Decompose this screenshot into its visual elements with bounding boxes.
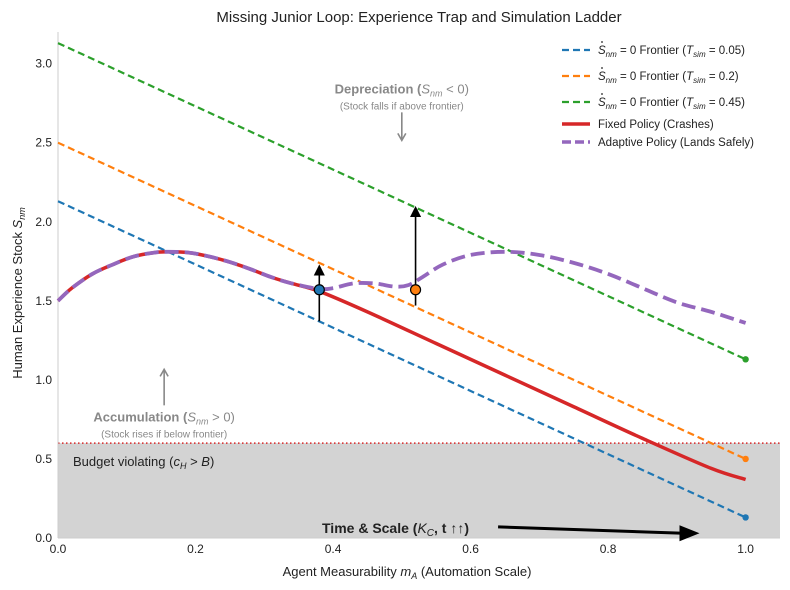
budget-shade <box>58 443 780 538</box>
legend-label-frontier-0: Snm = 0 Frontier (Tsim = 0.05) <box>598 45 745 59</box>
annotations: Depreciation (Snm < 0) (Stock falls if ab… <box>93 81 700 542</box>
depreciation-arrowhead <box>397 132 407 142</box>
frontier-endpoint-0 <box>742 514 749 521</box>
legend-dot-0 <box>601 41 603 43</box>
chart-title: Missing Junior Loop: Experience Trap and… <box>216 9 621 26</box>
y-tick-label: 3.0 <box>35 57 52 71</box>
x-tick-label: 1.0 <box>737 542 754 556</box>
frontier-line-1 <box>57 141 747 460</box>
y-tick-label: 1.0 <box>35 373 52 387</box>
adaptive-policy-line <box>56 249 747 325</box>
legend-label-frontier-1: Snm = 0 Frontier (Tsim = 0.2) <box>598 71 739 85</box>
policy-lines <box>56 249 747 482</box>
switch-point-0 <box>313 284 325 296</box>
legend-dot-2 <box>601 93 603 95</box>
y-tick-label: 2.0 <box>35 215 52 229</box>
y-tick-label: 2.5 <box>35 136 52 150</box>
time-scale-arrowhead <box>679 525 700 542</box>
x-tick-label: 0.8 <box>600 542 617 556</box>
y-tick-label: 0.5 <box>35 452 52 466</box>
axis-labels: Agent Measurability mA (Automation Scale… <box>10 207 531 581</box>
frontier-endpoint-2 <box>742 356 749 363</box>
accumulation-subtitle: (Stock rises if below frontier) <box>101 429 227 440</box>
depreciation-title: Depreciation (Snm < 0) <box>335 81 469 98</box>
legend-label-fixed: Fixed Policy (Crashes) <box>598 119 714 131</box>
x-tick-label: 0.6 <box>462 542 479 556</box>
frontier-endpoint-1 <box>742 455 749 463</box>
legend-label-adaptive: Adaptive Policy (Lands Safely) <box>598 137 754 149</box>
x-axis-title: Agent Measurability mA (Automation Scale… <box>283 564 532 581</box>
legend-dot-1 <box>601 67 603 69</box>
frontier-line-0 <box>57 200 747 519</box>
time-scale-label: Time & Scale (KC, t ↑↑) <box>322 520 469 539</box>
y-tick-label: 1.5 <box>35 294 52 308</box>
y-axis-title: Human Experience Stock Snm <box>10 207 27 379</box>
accumulation-title: Accumulation (Snm > 0) <box>93 409 234 426</box>
axes: 0.0 0.2 0.4 0.6 0.8 1.0 0.0 0.5 1.0 1.5 2.0 2.5 3.0 <box>35 32 780 556</box>
depreciation-subtitle: (Stock falls if above frontier) <box>340 101 464 112</box>
budget-region: Budget violating (cH > B) <box>58 442 780 538</box>
x-tick-label: 0.0 <box>50 542 67 556</box>
legend-label-frontier-2: Snm = 0 Frontier (Tsim = 0.45) <box>598 97 745 111</box>
x-tick-label: 0.4 <box>325 542 342 556</box>
legend: Snm = 0 Frontier (Tsim = 0.05) Snm = 0 Fr… <box>562 41 754 149</box>
y-tick-label: 0.0 <box>35 531 52 545</box>
frontier-line-2 <box>57 42 747 361</box>
switch-point-1 <box>409 284 422 296</box>
switch-points <box>313 205 422 322</box>
frontier-lines <box>57 42 749 521</box>
x-tick-label: 0.2 <box>187 542 204 556</box>
budget-label: Budget violating (cH > B) <box>73 454 214 471</box>
accumulation-arrowhead <box>159 367 169 377</box>
time-scale-arrow <box>498 525 684 535</box>
